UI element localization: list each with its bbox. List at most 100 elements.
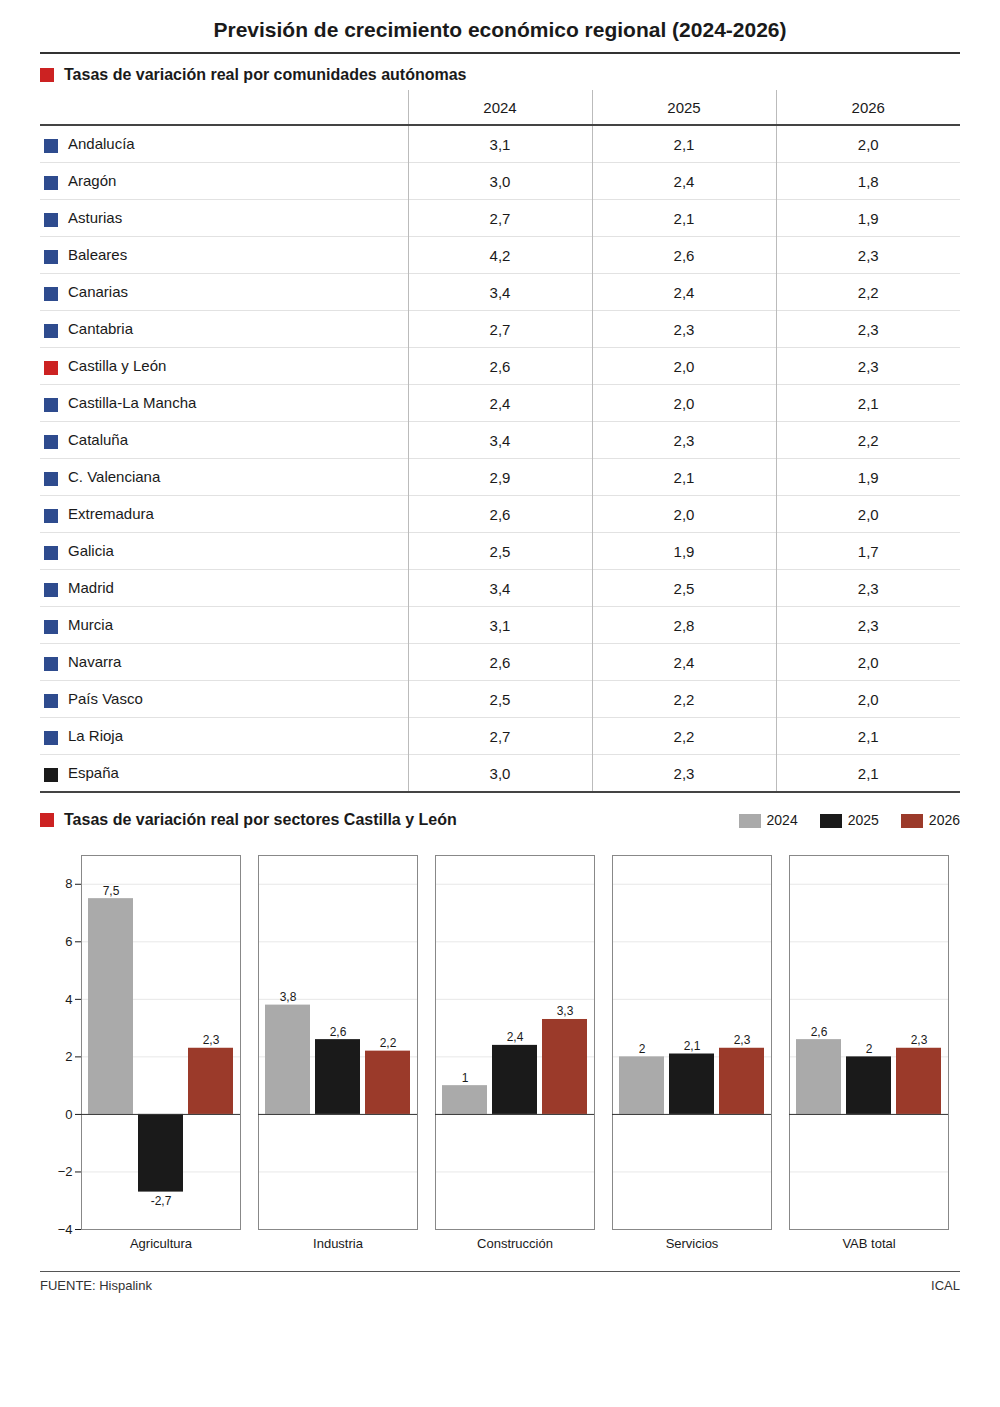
svg-text:Servicios: Servicios: [666, 1236, 719, 1251]
svg-text:2: 2: [866, 1042, 873, 1056]
html-text:2,2: 2,2: [857, 283, 879, 301]
html-text:La Rioja: La Rioja: [68, 727, 123, 745]
html-text:España: España: [68, 764, 119, 782]
html-text:2026: 2026: [851, 98, 885, 116]
html-text:3,4: 3,4: [489, 431, 511, 449]
html-text:3,0: 3,0: [489, 172, 511, 190]
svg-text:2,6: 2,6: [811, 1025, 828, 1039]
svg-text:−2: −2: [58, 1164, 73, 1179]
html-text:País Vasco: País Vasco: [68, 690, 143, 708]
html-text:Madrid: Madrid: [68, 579, 114, 597]
svg-text:−4: −4: [58, 1222, 73, 1237]
html-text:2,4: 2,4: [673, 172, 695, 190]
svg-text:2: 2: [639, 1042, 646, 1056]
html-text:2,5: 2,5: [489, 690, 511, 708]
html-text:1,9: 1,9: [857, 209, 879, 227]
html-text:2,6: 2,6: [489, 357, 511, 375]
svg-text:Agricultura: Agricultura: [130, 1236, 193, 1251]
html-text:2,7: 2,7: [489, 320, 511, 338]
html-text:2,3: 2,3: [857, 616, 879, 634]
html-text:Navarra: Navarra: [68, 653, 122, 671]
html-text:3,4: 3,4: [489, 283, 511, 301]
html-text:2,1: 2,1: [857, 727, 879, 745]
html-text:Castilla y León: Castilla y León: [68, 357, 167, 375]
html-text:2,0: 2,0: [673, 357, 695, 375]
html-text:2,2: 2,2: [857, 431, 879, 449]
svg-text:2,1: 2,1: [684, 1039, 701, 1053]
html-text:C. Valenciana: C. Valenciana: [68, 468, 161, 486]
svg-text:1: 1: [462, 1071, 469, 1085]
html-text:2025: 2025: [667, 98, 701, 116]
html-text:2,0: 2,0: [673, 505, 695, 523]
html-text:2,0: 2,0: [857, 653, 879, 671]
svg-text:2: 2: [65, 1049, 72, 1064]
html-text:2,4: 2,4: [673, 283, 695, 301]
html-text:2,6: 2,6: [489, 505, 511, 523]
html-text:2,6: 2,6: [489, 653, 511, 671]
svg-text:3,3: 3,3: [557, 1004, 574, 1018]
svg-text:0: 0: [65, 1107, 72, 1122]
html-text:2,3: 2,3: [857, 246, 879, 264]
html-text:2,7: 2,7: [489, 727, 511, 745]
html-text:2,3: 2,3: [857, 579, 879, 597]
svg-text:6: 6: [65, 934, 72, 949]
html-text:2,9: 2,9: [489, 468, 511, 486]
html-text:2,3: 2,3: [857, 357, 879, 375]
svg-text:2,2: 2,2: [380, 1036, 397, 1050]
svg-text:8: 8: [65, 876, 72, 891]
html-text:2,3: 2,3: [857, 320, 879, 338]
html-text:1,8: 1,8: [857, 172, 879, 190]
html-text:3,1: 3,1: [489, 616, 511, 634]
html-text:1,9: 1,9: [857, 468, 879, 486]
html-text:2,5: 2,5: [673, 579, 695, 597]
html-text:Murcia: Murcia: [68, 616, 113, 634]
html-text:Asturias: Asturias: [68, 209, 123, 227]
html-text:3,4: 3,4: [489, 579, 511, 597]
svg-text:2,3: 2,3: [911, 1033, 928, 1047]
html-text:Extremadura: Extremadura: [68, 505, 154, 523]
html-text:2,1: 2,1: [857, 394, 879, 412]
html-text:Cataluña: Cataluña: [68, 431, 128, 449]
svg-text:2,4: 2,4: [507, 1030, 524, 1044]
svg-text:-2,7: -2,7: [151, 1194, 172, 1208]
html-text:Canarias: Canarias: [68, 283, 128, 301]
html-text:1,9: 1,9: [673, 542, 695, 560]
html-text:Andalucía: Andalucía: [68, 135, 135, 153]
html-text:Baleares: Baleares: [68, 246, 128, 264]
html-text:2,4: 2,4: [489, 394, 511, 412]
html-text:2,5: 2,5: [489, 542, 511, 560]
svg-text:2,3: 2,3: [203, 1033, 220, 1047]
html-text:2,4: 2,4: [673, 653, 695, 671]
html-text:2,0: 2,0: [673, 394, 695, 412]
html-text:2,0: 2,0: [857, 505, 879, 523]
html-text:2,3: 2,3: [673, 431, 695, 449]
html-text:2,0: 2,0: [857, 135, 879, 153]
svg-text:3,8: 3,8: [280, 990, 297, 1004]
html-text:Previsión de crecimiento econó: Previsión de crecimiento económico regio…: [213, 18, 787, 41]
html-text:1,7: 1,7: [857, 542, 879, 560]
html-text:2024: 2024: [483, 98, 517, 116]
html-text:2,2: 2,2: [673, 690, 695, 708]
html-text:3,1: 3,1: [489, 135, 511, 153]
svg-text:4: 4: [65, 992, 72, 1007]
html-text:2,3: 2,3: [673, 320, 695, 338]
svg-text:2,6: 2,6: [330, 1025, 347, 1039]
html-text:2,1: 2,1: [673, 135, 695, 153]
svg-text:VAB total: VAB total: [842, 1236, 895, 1251]
html-text:Cantabria: Cantabria: [68, 320, 133, 338]
svg-text:2,3: 2,3: [734, 1033, 751, 1047]
html-text:Galicia: Galicia: [68, 542, 114, 560]
html-text:2,2: 2,2: [673, 727, 695, 745]
html-text:2,1: 2,1: [673, 209, 695, 227]
html-text:Aragón: Aragón: [68, 172, 117, 190]
html-text:2,0: 2,0: [857, 690, 879, 708]
html-text:4,2: 4,2: [489, 246, 511, 264]
svg-text:7,5: 7,5: [103, 884, 120, 898]
html-text:2,7: 2,7: [489, 209, 511, 227]
html-text:2,6: 2,6: [673, 246, 695, 264]
html-text:2,1: 2,1: [673, 468, 695, 486]
html-text:Castilla-La Mancha: Castilla-La Mancha: [68, 394, 197, 412]
svg-text:Industria: Industria: [313, 1236, 364, 1251]
html-text:2,8: 2,8: [673, 616, 695, 634]
svg-text:Construcción: Construcción: [477, 1236, 553, 1251]
